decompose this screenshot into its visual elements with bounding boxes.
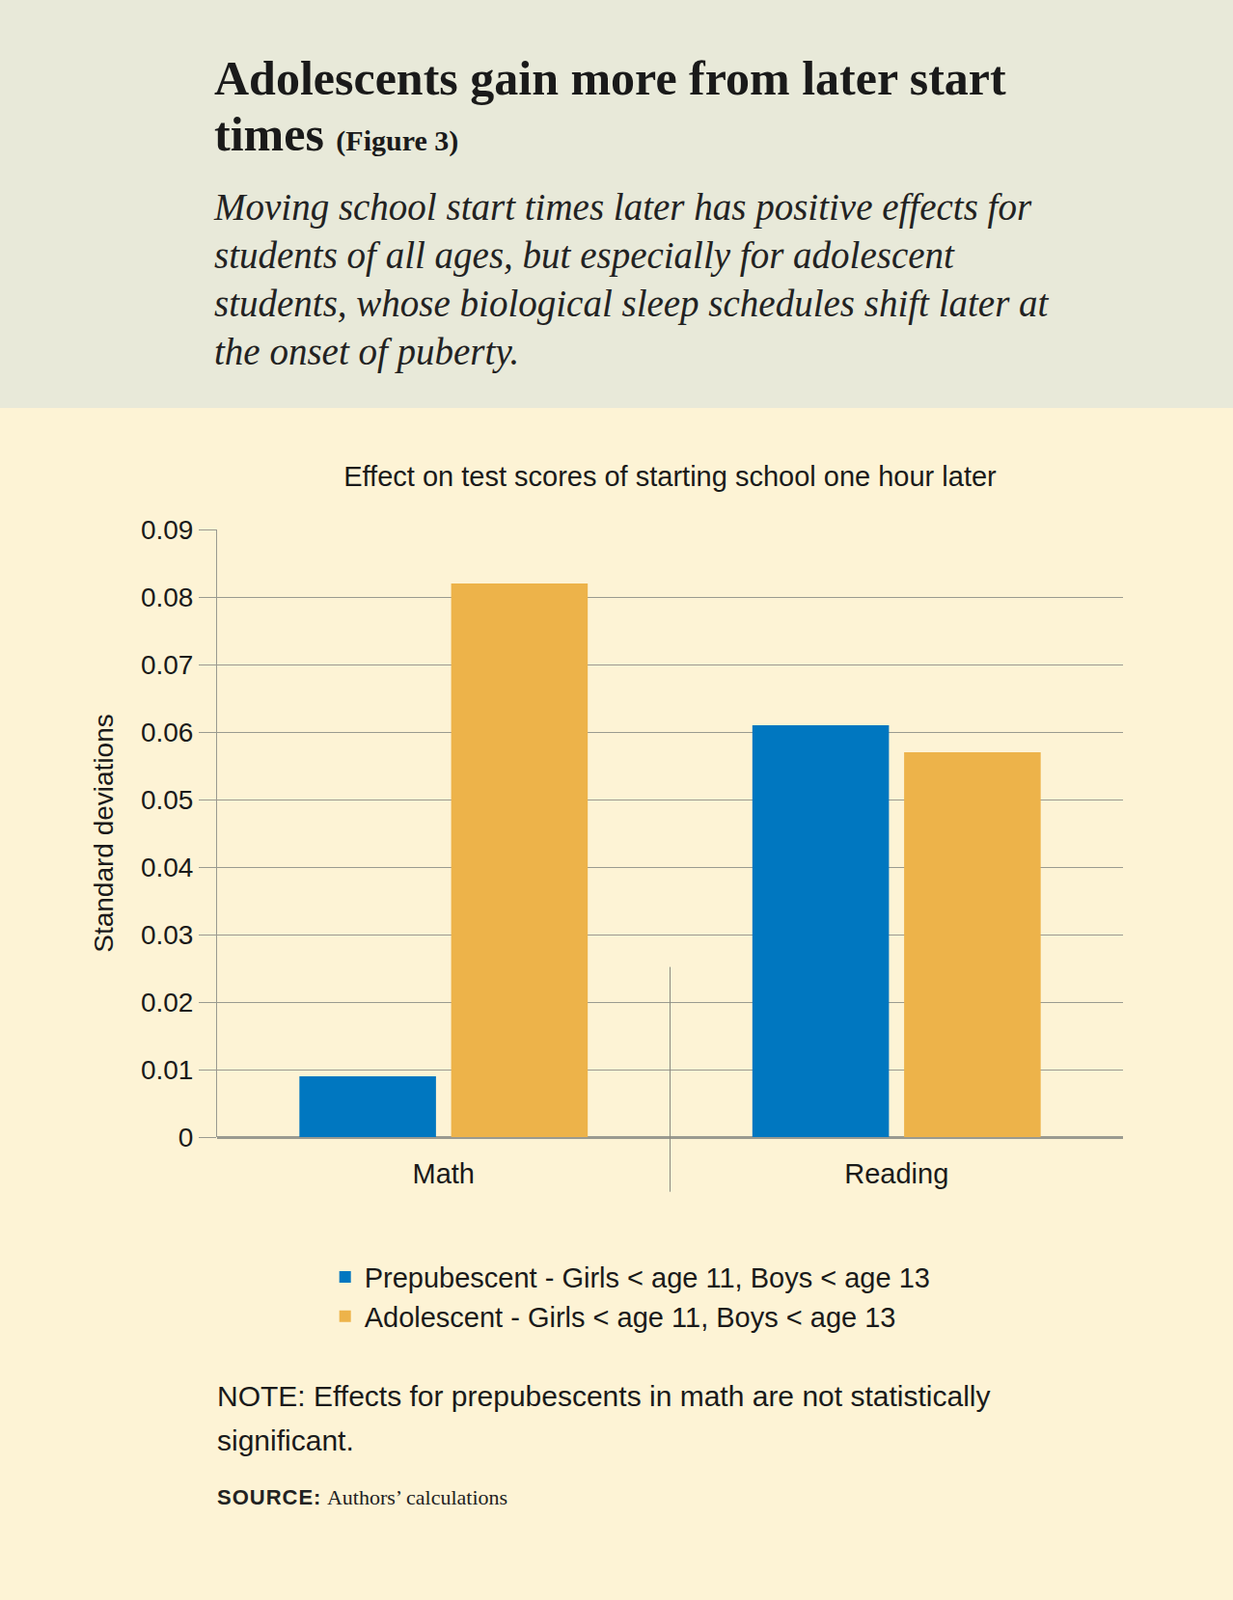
svg-text:Math: Math	[412, 1158, 475, 1190]
svg-text:0.02: 0.02	[140, 987, 194, 1018]
svg-text:Prepubescent - Girls < age 11,: Prepubescent - Girls < age 11, Boys < ag…	[364, 1262, 931, 1294]
svg-text:0.04: 0.04	[140, 852, 194, 883]
html-text:Adolescents gain more from lat: Adolescents gain more from later start t…	[214, 51, 1006, 162]
svg-text:0.05: 0.05	[140, 785, 194, 816]
html-text:SOURCE: Authors’ calculations: SOURCE: Authors’ calculations	[217, 1485, 508, 1510]
svg-text:Adolescent - Girls < age 11, B: Adolescent - Girls < age 11, Boys < age …	[364, 1302, 897, 1334]
html-text:NOTE: Effects for prepubescent: NOTE: Effects for prepubescents in math …	[217, 1380, 991, 1457]
svg-text:0: 0	[178, 1123, 194, 1153]
svg-text:Reading: Reading	[844, 1158, 949, 1190]
svg-text:0.09: 0.09	[140, 515, 194, 546]
svg-text:0.01: 0.01	[140, 1055, 194, 1086]
svg-text:Standard deviations: Standard deviations	[88, 713, 119, 954]
svg-text:0.03: 0.03	[140, 920, 194, 951]
svg-text:0.06: 0.06	[140, 717, 194, 748]
html-text:Moving school start times late: Moving school start times later has posi…	[214, 186, 1049, 373]
svg-text:0.08: 0.08	[140, 582, 194, 613]
svg-text:0.07: 0.07	[140, 650, 194, 681]
svg-text:Effect on test scores of start: Effect on test scores of starting school…	[343, 461, 997, 493]
